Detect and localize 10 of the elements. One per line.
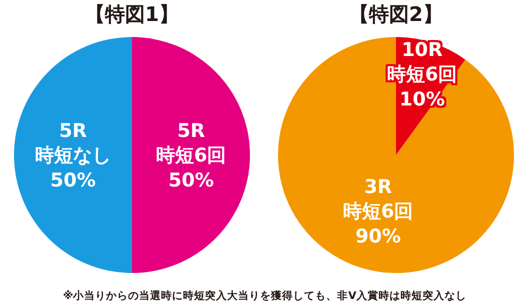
chart-title: 【特図1】 [85, 2, 179, 26]
slice-label: 5R 時短なし [35, 120, 111, 167]
chart-title: 【特図2】 [349, 2, 443, 26]
data-label: 50% [168, 169, 214, 192]
slice-label: 5R 時短6回 [156, 120, 226, 167]
text: ※小当りからの当選時に時短突入大当りを獲得しても、非V入賞時は時短突入なし [63, 289, 466, 302]
pie-slice [278, 37, 514, 273]
data-label: 90% [355, 225, 401, 248]
data-label: 50% [50, 169, 96, 192]
slice-label: 3R 時短6回 [343, 176, 414, 223]
